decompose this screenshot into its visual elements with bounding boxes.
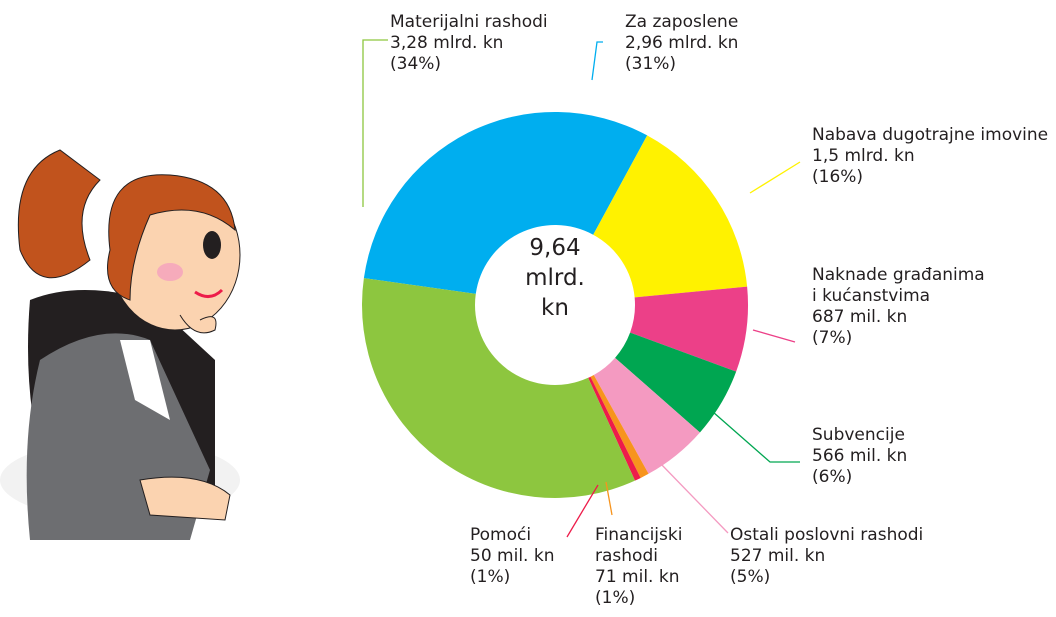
slice-name: Financijski rashodi — [595, 525, 690, 567]
slice-value: 1,5 mlrd. kn — [812, 146, 1048, 167]
infographic: 9,64mlrd.kn Materijalni rashodi3,28 mlrd… — [0, 0, 1056, 617]
slice-name: Naknade građanima i kućanstvima — [812, 265, 987, 307]
slice-share: (1%) — [595, 588, 690, 609]
center-text: kn — [495, 293, 615, 323]
slice-name: Materijalni rashodi — [390, 12, 548, 33]
leader-line — [660, 463, 728, 533]
leader-line — [753, 330, 795, 342]
leader-line — [592, 42, 603, 80]
slice-share: (5%) — [730, 567, 923, 588]
slice-name: Nabava dugotrajne imovine — [812, 125, 1048, 146]
slice-value: 2,96 mlrd. kn — [625, 33, 738, 54]
slice-value: 566 mil. kn — [812, 446, 907, 467]
slice-value: 71 mil. kn — [595, 567, 690, 588]
slice-share: (6%) — [812, 467, 907, 488]
illustration — [0, 150, 240, 540]
slice-value: 50 mil. kn — [470, 546, 554, 567]
slice-share: (34%) — [390, 54, 548, 75]
slice-name: Ostali poslovni rashodi — [730, 525, 923, 546]
slice-value: 527 mil. kn — [730, 546, 923, 567]
slice-value: 687 mil. kn — [812, 307, 987, 328]
slice-share: (1%) — [470, 567, 554, 588]
leader-line — [750, 162, 800, 193]
center-text: mlrd. — [495, 263, 615, 293]
slice-name: Pomoći — [470, 525, 554, 546]
leader-line — [713, 412, 800, 462]
center-text: 9,64 — [495, 233, 615, 263]
slice-name: Za zaposlene — [625, 12, 738, 33]
leader-line — [363, 40, 388, 207]
slice-share: (31%) — [625, 54, 738, 75]
slice-share: (7%) — [812, 328, 987, 349]
slice-name: Subvencije — [812, 425, 907, 446]
slice-share: (16%) — [812, 167, 1048, 188]
slice-value: 3,28 mlrd. kn — [390, 33, 548, 54]
